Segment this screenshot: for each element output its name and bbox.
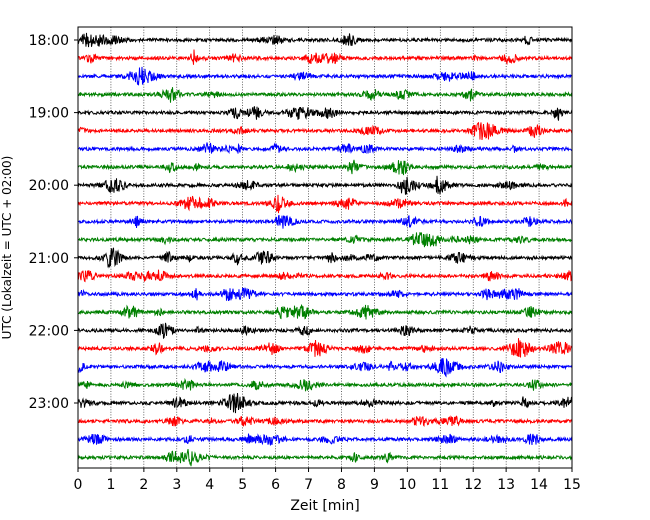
- x-tick-label: 6: [271, 477, 280, 493]
- trace-line: [77, 122, 573, 140]
- trace-line: [77, 66, 573, 86]
- x-tick-label: 12: [464, 477, 482, 493]
- x-tick-label: 8: [337, 477, 346, 493]
- y-tick-label: 21:00: [29, 251, 69, 267]
- trace-line: [77, 357, 573, 378]
- trace-line: [77, 433, 573, 446]
- y-tick-label: 20:00: [29, 178, 69, 194]
- trace-line: [77, 392, 573, 414]
- x-tick-label: 5: [238, 477, 247, 493]
- trace-line: [77, 303, 573, 320]
- trace-line: [77, 106, 573, 121]
- trace-line: [77, 287, 573, 302]
- x-axis-ticks: 0 1 2 3 4 5 6 7 8 9 10 11 12 13 14 15: [74, 468, 581, 493]
- trace-line: [77, 87, 573, 103]
- trace-line: [77, 232, 573, 248]
- trace-line: [77, 214, 573, 229]
- trace-line: [77, 194, 573, 214]
- y-tick-label: 19:00: [29, 106, 69, 122]
- y-tick-label: 18:00: [29, 33, 69, 49]
- x-tick-label: 15: [563, 477, 581, 493]
- plot-frame: [77, 26, 573, 469]
- x-tick-label: 0: [74, 477, 83, 493]
- x-tick-label: 14: [530, 477, 548, 493]
- x-tick-label: 2: [139, 477, 148, 493]
- trace-line: [77, 377, 573, 392]
- traces: [77, 32, 573, 467]
- x-tick-label: 10: [398, 477, 416, 493]
- trace-line: [77, 322, 573, 340]
- y-tick-label: 23:00: [29, 396, 69, 412]
- trace-line: [77, 338, 573, 358]
- x-tick-label: 3: [172, 477, 181, 493]
- trace-line: [77, 269, 573, 283]
- x-axis-label: Zeit [min]: [290, 498, 359, 514]
- trace-line: [77, 449, 573, 467]
- trace-line: [77, 415, 573, 428]
- x-tick-label: 4: [205, 477, 214, 493]
- x-tick-label: 1: [106, 477, 115, 493]
- x-tick-label: 11: [431, 477, 449, 493]
- y-axis-label: UTC (Lokalzeit = UTC + 02:00): [0, 156, 14, 340]
- trace-line: [77, 142, 573, 155]
- y-axis-ticks: 18:00 19:00 20:00 21:00 22:00 23:00: [29, 33, 78, 412]
- trace-line: [77, 175, 573, 195]
- x-grid-lines: [110, 27, 540, 468]
- x-tick-label: 7: [304, 477, 313, 493]
- trace-line: [77, 32, 573, 48]
- x-tick-label: 13: [497, 477, 515, 493]
- trace-line: [77, 247, 573, 269]
- trace-line: [77, 159, 573, 176]
- x-tick-label: 9: [370, 477, 379, 493]
- y-tick-label: 22:00: [29, 323, 69, 339]
- trace-line: [77, 49, 573, 66]
